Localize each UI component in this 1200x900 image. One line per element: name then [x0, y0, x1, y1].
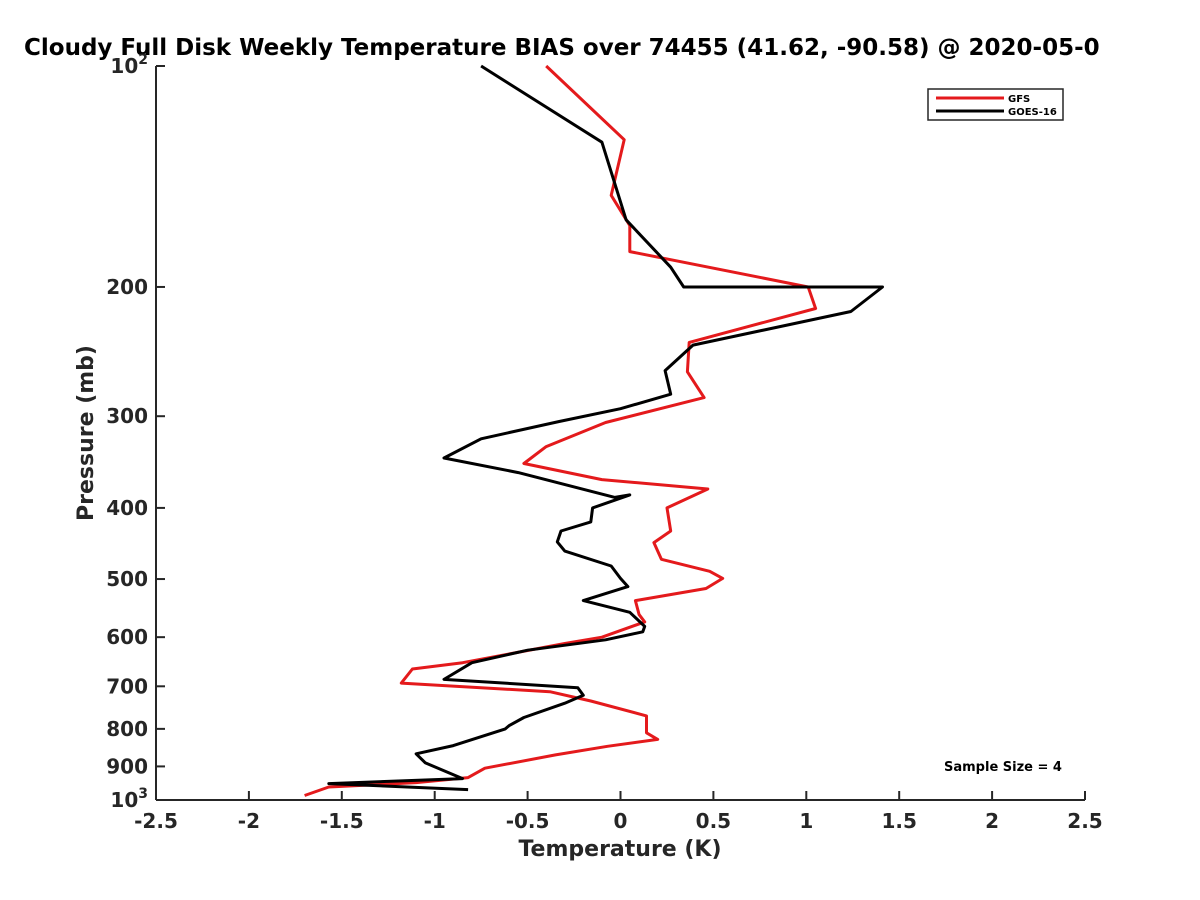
axes: -2.5 -2 -1.5 -1 -0.5 0 0.5 1 1.5 2 2.5 102 200 300 400…: [106, 52, 1102, 833]
legend-label-goes-16: GOES-16: [1008, 107, 1057, 118]
legend-label-gfs: GFS: [1008, 94, 1030, 105]
y-tick-label: 800: [106, 717, 148, 741]
y-tick-label: 103: [110, 786, 148, 812]
x-tick-label: -2: [238, 809, 260, 833]
y-tick-label: 200: [106, 275, 148, 299]
y-tick-label: 102: [110, 52, 148, 78]
x-tick-label: -2.5: [134, 809, 178, 833]
x-tick-label: 0: [614, 809, 628, 833]
x-tick-label: 2.5: [1067, 809, 1102, 833]
series-line-gfs: [304, 64, 818, 797]
y-tick-label: 300: [106, 404, 148, 428]
y-tick-label: 900: [106, 754, 148, 778]
x-tick-label: -1.5: [320, 809, 364, 833]
legend-box: [927, 88, 1064, 121]
x-tick-label: 0.5: [696, 809, 731, 833]
sample-size-annotation: Sample Size = 4: [944, 760, 1062, 775]
y-tick-label: 600: [106, 625, 148, 649]
x-tick-label: -1: [424, 809, 446, 833]
x-tick-label: -0.5: [506, 809, 550, 833]
x-tick-label: 2: [985, 809, 999, 833]
y-tick-label: 500: [106, 567, 148, 591]
y-tick-label: 700: [106, 674, 148, 698]
x-tick-label: 1: [799, 809, 813, 833]
y-tick-label: 400: [106, 496, 148, 520]
x-tick-label: 1.5: [881, 809, 916, 833]
data-series: [304, 64, 884, 797]
series-line-goes-16: [327, 64, 884, 792]
x-axis-label: Temperature (K): [518, 837, 721, 862]
y-axis-label: Pressure (mb): [74, 345, 99, 521]
legend: GFS GOES-16: [927, 88, 1064, 121]
chart-title: Cloudy Full Disk Weekly Temperature BIAS…: [24, 35, 1100, 61]
